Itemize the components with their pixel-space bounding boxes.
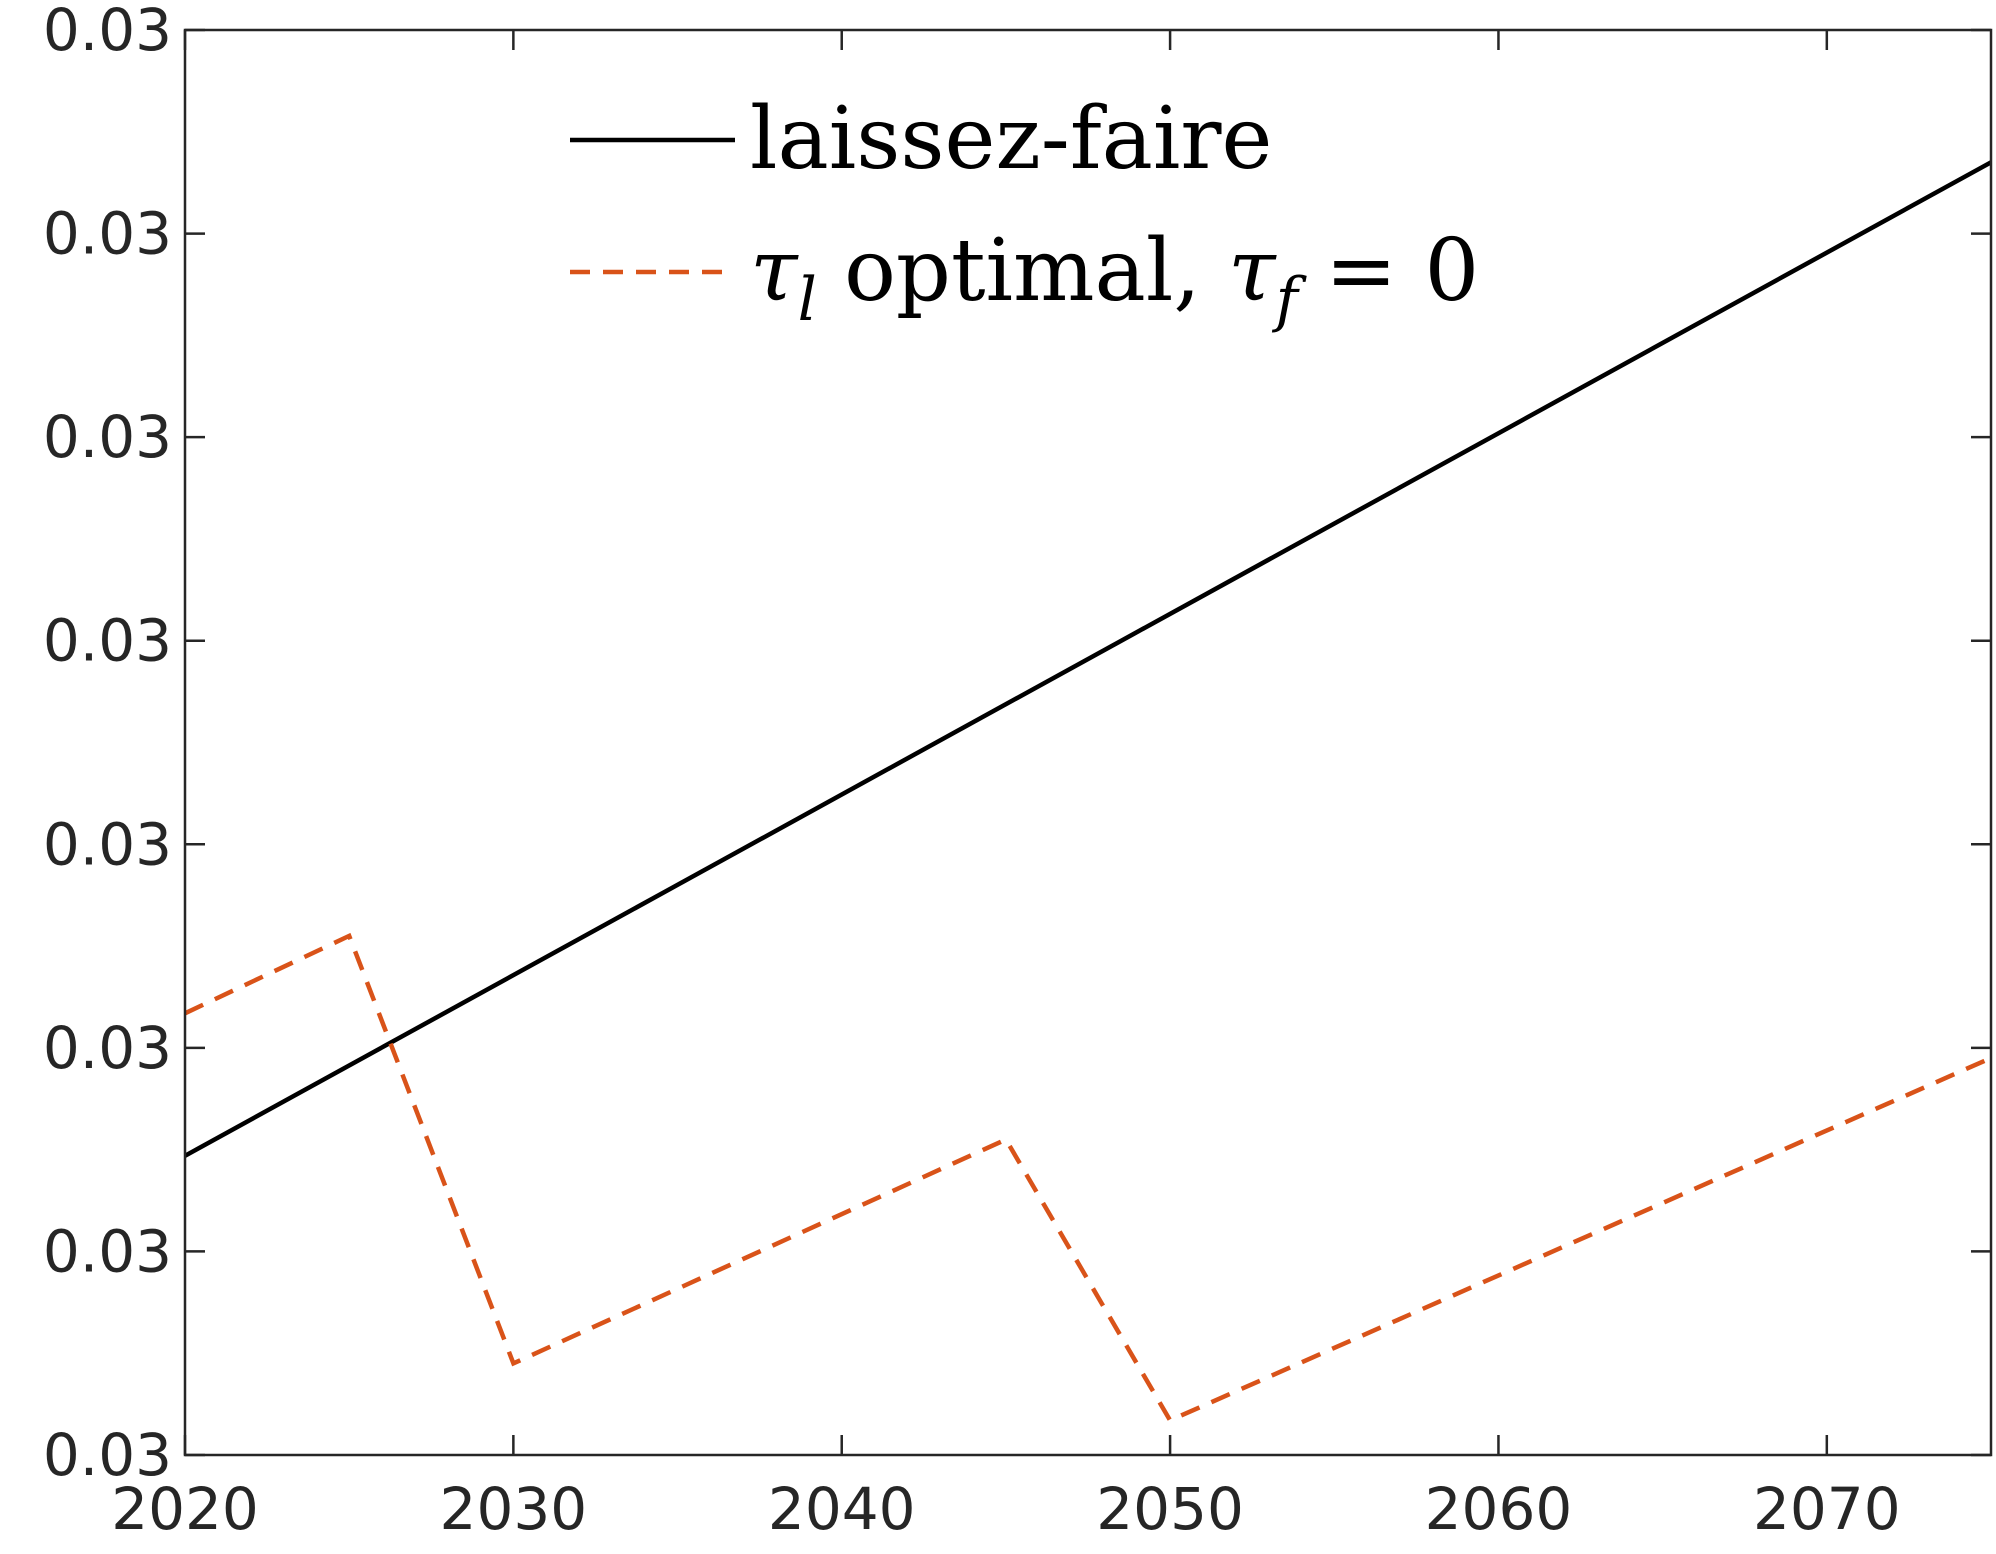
- y-tick-label-7: 0.03: [43, 0, 172, 64]
- x-tick-label-5: 2070: [1753, 1475, 1901, 1543]
- legend: laissez-faire τl optimal, τf = 0: [570, 89, 1479, 335]
- plot-background: [185, 30, 1991, 1455]
- axes-layer: 2020 2030 2040 2050 2060 2070 0.03 0.03 0.03 0.03…: [43, 0, 1993, 1543]
- y-tick-label-2: 0.03: [43, 1014, 172, 1082]
- x-tick-label-2: 2040: [768, 1475, 916, 1543]
- x-tick-label-4: 2060: [1425, 1475, 1573, 1543]
- legend-label-laissez-faire: laissez-faire: [750, 89, 1272, 189]
- series-layer: [183, 160, 1993, 1424]
- x-tick-label-3: 2050: [1096, 1475, 1244, 1543]
- x-tick-label-1: 2030: [440, 1475, 588, 1543]
- series-line-laissez-faire: [183, 160, 1993, 1158]
- y-tick-label-5: 0.03: [43, 403, 172, 471]
- axes-box: [183, 28, 1993, 1457]
- y-tick-label-4: 0.03: [43, 607, 172, 675]
- series-line-tau-optimal: [184, 932, 1992, 1424]
- y-tick-label-3: 0.03: [43, 810, 172, 878]
- x-tick-label-0: 2020: [111, 1475, 259, 1543]
- y-tick-label-1: 0.03: [43, 1217, 172, 1285]
- y-tick-label-0: 0.03: [43, 1421, 172, 1489]
- y-tick-label-6: 0.03: [43, 200, 172, 268]
- legend-label-tau-optimal: τl optimal, τf = 0: [750, 221, 1479, 335]
- plot-area: [185, 30, 1991, 1455]
